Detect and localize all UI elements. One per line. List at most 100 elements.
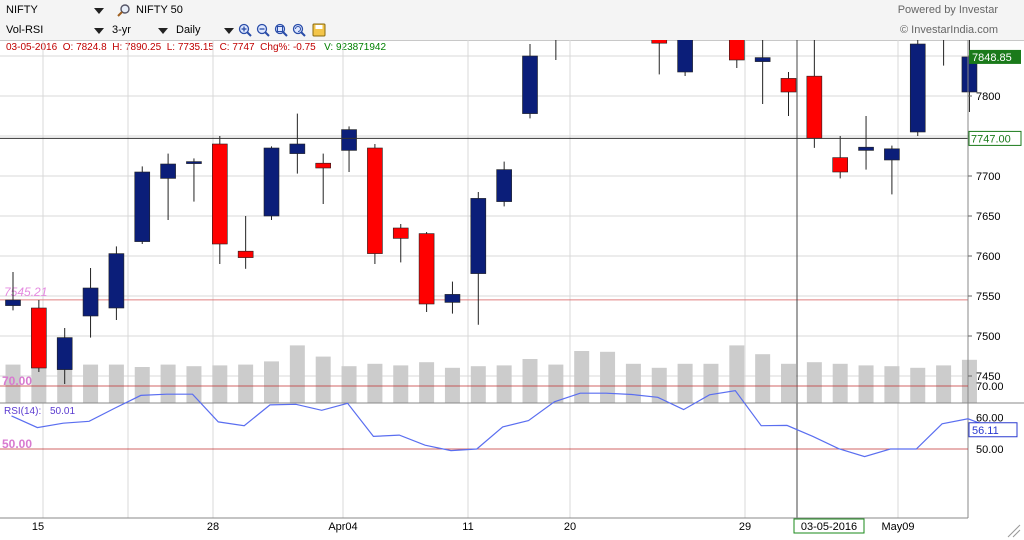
- candle-body: [263, 147, 280, 217]
- volume-bar: [703, 363, 719, 403]
- info-chg-label: Chg%:: [260, 42, 291, 53]
- volume-bar: [729, 345, 745, 403]
- volume-bar: [341, 366, 357, 403]
- candle-body: [728, 40, 745, 61]
- volume-bar: [884, 366, 900, 403]
- symbol-value: NIFTY: [6, 4, 38, 16]
- candle-body: [289, 143, 306, 154]
- volume-bar: [367, 363, 383, 403]
- candle-body: [186, 161, 202, 164]
- info-chg: -0.75: [292, 42, 316, 53]
- indicator-dropdown-icon[interactable]: [94, 28, 104, 34]
- volume-bar: [574, 351, 590, 403]
- volume-bar: [444, 367, 460, 403]
- resize-grip-icon: [1012, 529, 1021, 538]
- volume-bar: [832, 363, 848, 403]
- powered-by: Powered by Investar: [897, 4, 998, 16]
- interval-value: Daily: [176, 24, 201, 36]
- crosshair-price-badge: [968, 130, 1022, 146]
- candle-body: [56, 337, 73, 370]
- volume-bar: [522, 359, 538, 403]
- price-axis-label: 7600: [976, 251, 1000, 263]
- zoom-reset-icon[interactable]: [292, 23, 306, 37]
- volume-bar: [419, 362, 435, 403]
- volume-bar: [781, 363, 796, 403]
- candle-body: [754, 57, 771, 62]
- interval-dropdown-icon[interactable]: [224, 28, 234, 34]
- symbol-dropdown-icon[interactable]: [94, 8, 104, 14]
- price-axis-label: 7650: [976, 211, 1000, 223]
- interval-select[interactable]: Daily: [176, 22, 231, 38]
- candle-body: [444, 294, 461, 303]
- search-icon[interactable]: [117, 3, 131, 17]
- candle-body: [367, 147, 383, 254]
- volume-bar: [651, 367, 667, 403]
- volume-bar: [212, 365, 228, 403]
- info-low-label: L:: [166, 42, 176, 53]
- indicator-select[interactable]: Vol-RSI: [6, 22, 96, 38]
- candle-body: [470, 198, 487, 274]
- volume-bar: [160, 364, 176, 403]
- volume-bar: [108, 364, 124, 403]
- toolbar-row-bottom: Vol-RSI 3-yr Daily © InvestarIn: [0, 20, 1024, 40]
- toolbar-row-top: NIFTY NIFTY 50 Powered by Investar: [0, 0, 1024, 20]
- candle-body: [496, 169, 512, 202]
- volume-bar: [393, 365, 409, 403]
- volume-bar: [936, 365, 952, 403]
- rsi-axis-label: 60.00: [976, 413, 1004, 425]
- range-dropdown-icon[interactable]: [158, 28, 168, 34]
- info-low: 7735.15: [177, 42, 214, 53]
- range-select[interactable]: 3-yr: [112, 22, 162, 38]
- candle-body: [780, 78, 797, 93]
- candle-body: [522, 55, 538, 114]
- rsi-last-badge: [968, 422, 1018, 438]
- info-high-label: H:: [112, 42, 123, 53]
- candle-body: [160, 163, 176, 179]
- last-price-label: 7848.85: [972, 52, 1012, 64]
- candle-body: [884, 148, 900, 161]
- volume-bar: [910, 367, 926, 403]
- rsi-last-label: 56.11: [972, 425, 999, 437]
- volume-bar: [755, 354, 771, 403]
- candle-body: [832, 157, 849, 173]
- volume-bar: [600, 351, 616, 403]
- info-open-label: O:: [62, 42, 74, 53]
- rsi-title: RSI(14):: [4, 406, 41, 417]
- candle-body: [237, 250, 254, 258]
- volume-bar: [57, 367, 73, 403]
- info-date: 03-05-2016: [6, 42, 58, 53]
- rsi-current-value: 50.01: [50, 406, 75, 417]
- zoom-in-icon[interactable]: [238, 23, 252, 37]
- price-axis-label: 7800: [976, 91, 1000, 103]
- candle-body: [31, 307, 47, 369]
- info-close-label: C:: [219, 42, 230, 53]
- price-axis-label: 7500: [976, 331, 1000, 343]
- volume-bar: [289, 345, 305, 403]
- x-axis-label: 20: [564, 521, 576, 533]
- candle-body: [5, 299, 21, 306]
- x-axis-label: 28: [207, 521, 219, 533]
- info-high: 7890.25: [125, 42, 162, 53]
- rsi-axis-label: 70.00: [976, 381, 1004, 393]
- volume-bar: [470, 366, 486, 403]
- save-icon[interactable]: [312, 23, 326, 37]
- zoom-fit-icon[interactable]: [274, 23, 288, 37]
- reference-line-label: 7545.21: [4, 285, 47, 299]
- candle-body: [651, 40, 668, 44]
- ohlc-info-line: 03-05-2016 O: 7824.8 H: 7890.25 L: 7735.…: [6, 42, 386, 53]
- volume-bar: [238, 364, 254, 403]
- volume-bar: [806, 362, 822, 403]
- crosshair-date-badge: [793, 518, 865, 534]
- last-price-badge: [969, 49, 1021, 64]
- instrument-name: NIFTY 50: [136, 4, 183, 16]
- price-chart[interactable]: 7545.21 74507500755076007650770077507800…: [0, 40, 1024, 540]
- volume-bar: [264, 361, 279, 403]
- rsi-line: [11, 390, 995, 458]
- x-axis-label: Apr04: [328, 521, 357, 533]
- zoom-out-icon[interactable]: [256, 23, 270, 37]
- volume-bar: [5, 364, 21, 403]
- symbol-select[interactable]: NIFTY: [6, 2, 101, 18]
- rsi-axis-label: 50.00: [976, 444, 1004, 456]
- candle-body: [806, 75, 823, 139]
- volume-bar: [961, 359, 977, 403]
